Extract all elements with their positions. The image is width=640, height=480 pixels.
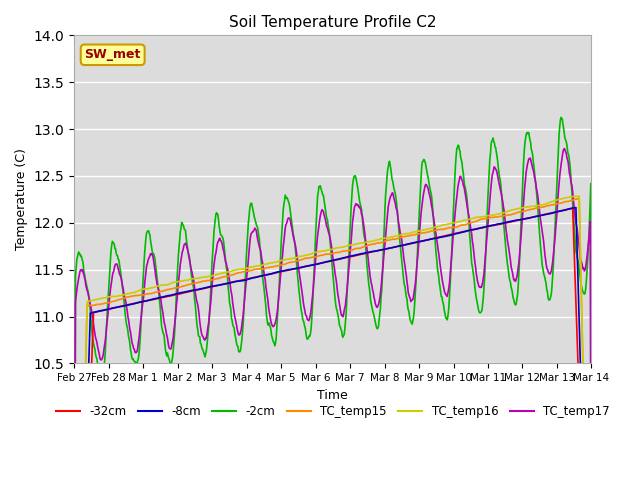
Line: TC_temp16: TC_temp16 (74, 196, 591, 480)
TC_temp17 (463, 199, 470, 204)
-8cm (463, 228, 470, 234)
-32cm (371, 249, 378, 254)
TC_temp16 (102, 295, 109, 300)
TC_temp15 (463, 222, 470, 228)
TC_temp17 (561, 145, 568, 151)
-2cm (588, 465, 595, 471)
TC_temp16 (400, 231, 408, 237)
TC_temp17 (516, 252, 524, 258)
-8cm (400, 242, 408, 248)
-2cm (463, 192, 470, 198)
TC_temp15 (400, 234, 408, 240)
Line: -32cm: -32cm (74, 208, 591, 480)
-8cm (572, 204, 580, 210)
Line: -8cm: -8cm (74, 207, 591, 480)
TC_temp15 (371, 241, 378, 247)
-32cm (569, 205, 577, 211)
TC_temp17 (102, 332, 109, 338)
-32cm (516, 217, 524, 223)
Line: TC_temp17: TC_temp17 (74, 148, 591, 480)
TC_temp17 (385, 204, 392, 210)
TC_temp15 (385, 238, 392, 243)
TC_temp16 (463, 217, 470, 223)
Y-axis label: Temperature (C): Temperature (C) (15, 148, 28, 250)
-8cm (385, 246, 392, 252)
Legend: -32cm, -8cm, -2cm, TC_temp15, TC_temp16, TC_temp17: -32cm, -8cm, -2cm, TC_temp15, TC_temp16,… (51, 401, 614, 423)
TC_temp16 (371, 238, 378, 243)
X-axis label: Time: Time (317, 389, 348, 402)
TC_temp16 (385, 235, 392, 240)
-8cm (516, 217, 524, 223)
-32cm (463, 228, 470, 234)
TC_temp15 (102, 300, 109, 306)
-2cm (371, 316, 378, 322)
-2cm (102, 336, 109, 342)
TC_temp15 (516, 209, 524, 215)
Line: TC_temp15: TC_temp15 (74, 199, 591, 480)
TC_temp16 (575, 193, 582, 199)
-32cm (102, 307, 109, 312)
-8cm (371, 248, 378, 254)
Text: SW_met: SW_met (84, 48, 141, 61)
-8cm (102, 307, 109, 312)
-2cm (400, 277, 408, 283)
Title: Soil Temperature Profile C2: Soil Temperature Profile C2 (229, 15, 436, 30)
TC_temp17 (400, 255, 408, 261)
-2cm (557, 115, 565, 120)
TC_temp15 (575, 196, 583, 202)
-32cm (400, 242, 408, 248)
Line: -2cm: -2cm (74, 118, 591, 480)
-2cm (385, 164, 392, 170)
-2cm (516, 256, 524, 262)
TC_temp16 (516, 205, 524, 211)
TC_temp17 (371, 297, 378, 302)
-32cm (385, 246, 392, 252)
